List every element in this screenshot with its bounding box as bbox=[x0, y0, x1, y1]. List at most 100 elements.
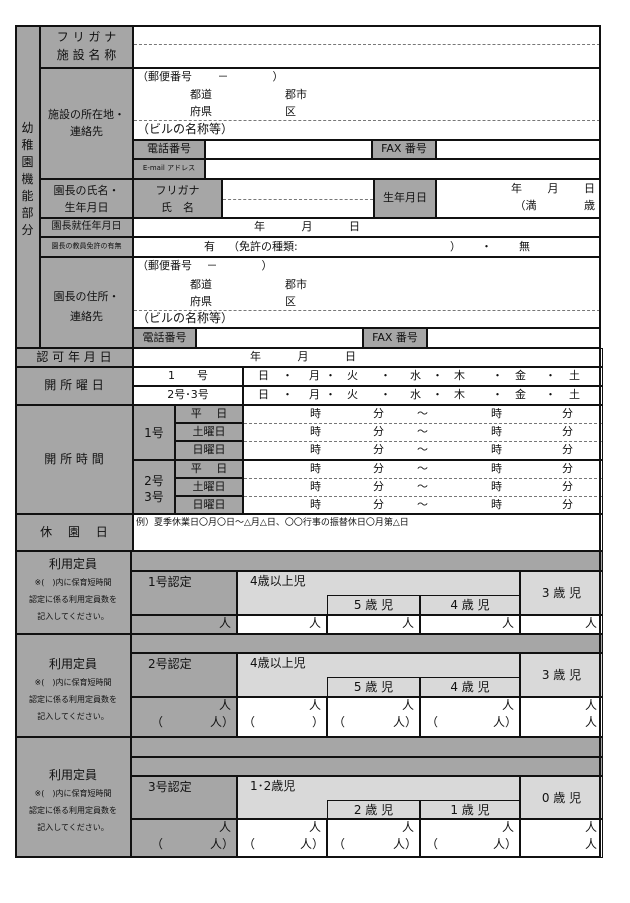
capacity-input[interactable] bbox=[327, 819, 420, 858]
unit-label: 人 bbox=[501, 698, 514, 712]
capacity-input[interactable] bbox=[420, 697, 520, 737]
age-single-label: 3 歳 児 bbox=[541, 668, 582, 682]
appointed-date-field[interactable] bbox=[133, 218, 601, 237]
facility-address-label-cell bbox=[40, 68, 133, 179]
hour-label: 時 bbox=[310, 407, 321, 420]
unit-label: 人 bbox=[218, 820, 231, 834]
close-unit: 人） bbox=[492, 715, 517, 729]
facility-tel-field[interactable] bbox=[205, 140, 372, 159]
weekday-separator: ・ bbox=[432, 369, 443, 382]
capacity-input[interactable] bbox=[520, 819, 603, 858]
facility-address-field[interactable] bbox=[133, 68, 601, 140]
open-hours-field[interactable] bbox=[243, 405, 603, 460]
facility-name-label-cell bbox=[40, 25, 133, 68]
postal-code-label: （郵便番号 － ） bbox=[137, 259, 273, 272]
capacity-input[interactable] bbox=[237, 819, 327, 858]
minute-label: 分 bbox=[562, 443, 573, 456]
tilde-separator: ～ bbox=[417, 407, 428, 420]
facility-name-label: フ リ ガ ナ 施 設 名 称 bbox=[56, 30, 117, 62]
hour-label: 時 bbox=[491, 425, 502, 438]
age-group-label: 4歳以上児 bbox=[250, 574, 306, 588]
facility-name-field[interactable] bbox=[133, 25, 601, 68]
minute-label: 分 bbox=[562, 425, 573, 438]
open-paren: （ bbox=[243, 715, 256, 729]
facility-fax-field[interactable] bbox=[436, 140, 601, 159]
capacity-input[interactable] bbox=[420, 819, 520, 858]
weekday-separator: ・ bbox=[492, 388, 503, 401]
minute-label: 分 bbox=[562, 498, 573, 511]
weekday-option: 土 bbox=[569, 388, 580, 401]
capacity-input[interactable] bbox=[520, 615, 603, 634]
day-type-label: 土曜日 bbox=[192, 425, 226, 438]
weekday-separator: ・ bbox=[432, 388, 443, 401]
director-address-field[interactable] bbox=[133, 257, 601, 328]
holidays-example: 例）夏季休業日〇月〇日～△月△日、〇〇行事の振替休日〇月第△日 bbox=[136, 518, 409, 528]
approval-date-field[interactable] bbox=[133, 348, 603, 367]
minute-label: 分 bbox=[373, 462, 384, 475]
open-hours-field[interactable] bbox=[243, 460, 603, 514]
director-fax-field[interactable] bbox=[427, 328, 601, 348]
cert-total-cell bbox=[131, 615, 237, 634]
weekday-option: 水 bbox=[410, 388, 421, 401]
open-days-row[interactable] bbox=[243, 386, 603, 405]
dashed-divider bbox=[134, 120, 600, 121]
minute-label: 分 bbox=[562, 462, 573, 475]
weekday-separator: ・ bbox=[380, 388, 391, 401]
day-type-label: 日曜日 bbox=[192, 443, 226, 456]
tilde-separator: ～ bbox=[417, 480, 428, 493]
weekday-separator: ・ bbox=[545, 388, 556, 401]
close-unit: ） bbox=[311, 715, 324, 729]
capacity-input[interactable] bbox=[420, 615, 520, 634]
age-sub-label: 4 歳 児 bbox=[450, 680, 490, 694]
dashed-divider bbox=[134, 44, 600, 45]
age-sub-header bbox=[420, 595, 520, 615]
prefecture-label: 都道 府県 bbox=[190, 88, 212, 118]
holidays-field[interactable] bbox=[133, 514, 603, 551]
hour-label: 時 bbox=[310, 425, 321, 438]
capacity-input[interactable] bbox=[237, 615, 327, 634]
capacity-input[interactable] bbox=[520, 697, 603, 737]
open-days-row[interactable] bbox=[243, 367, 603, 386]
close-unit: 人） bbox=[392, 837, 417, 851]
unit-label: 人 bbox=[401, 616, 414, 630]
day-type-label: 土曜日 bbox=[192, 480, 226, 493]
close-unit: 人） bbox=[299, 837, 324, 851]
unit-label: 人 bbox=[218, 698, 231, 712]
minute-label: 分 bbox=[373, 407, 384, 420]
capacity-input[interactable] bbox=[327, 697, 420, 737]
close-unit: 人） bbox=[209, 715, 234, 729]
license-label: 園長の教員免許の有無 bbox=[51, 242, 122, 250]
capacity-title: 利用定員 bbox=[48, 768, 97, 782]
unit-label: 人 bbox=[584, 698, 597, 712]
weekday-option: 火 bbox=[347, 369, 358, 382]
age-single-header bbox=[520, 571, 603, 615]
city-label: 郡市 区 bbox=[285, 278, 307, 308]
unit-label: 人 bbox=[584, 616, 597, 630]
furigana-name-label-cell bbox=[133, 179, 222, 218]
age-sub-label: 5 歳 児 bbox=[353, 680, 394, 694]
open-hours-group-label: 1号 bbox=[144, 426, 164, 440]
cert-label: 3号認定 bbox=[148, 780, 192, 794]
director-tel-field[interactable] bbox=[196, 328, 363, 348]
director-name-label: 園長の氏名・ 生年月日 bbox=[53, 184, 120, 214]
director-birth-field[interactable] bbox=[436, 179, 601, 218]
age-group-label: 4歳以上児 bbox=[250, 656, 306, 670]
open-hours-group-cell bbox=[133, 460, 175, 514]
fax-label: FAX 番号 bbox=[372, 331, 418, 344]
weekday-option: 木 bbox=[454, 369, 465, 382]
capacity-input[interactable] bbox=[327, 615, 420, 634]
capacity-input[interactable] bbox=[237, 697, 327, 737]
hour-label: 時 bbox=[491, 480, 502, 493]
facility-email-field[interactable] bbox=[205, 159, 601, 179]
age-sub-header bbox=[420, 677, 520, 697]
director-name-field[interactable] bbox=[222, 179, 374, 218]
unit-label: 人 bbox=[584, 820, 597, 834]
minute-label: 分 bbox=[373, 443, 384, 456]
dashed-divider bbox=[244, 441, 602, 442]
capacity-note: ※( )内に保育短時間 認定に係る利用定員数を 記入してください。 bbox=[29, 678, 117, 721]
open-days-type-label: 2号･3号 bbox=[167, 388, 209, 401]
minute-label: 分 bbox=[373, 480, 384, 493]
capacity-title: 利用定員 bbox=[48, 557, 97, 571]
minute-label: 分 bbox=[562, 480, 573, 493]
